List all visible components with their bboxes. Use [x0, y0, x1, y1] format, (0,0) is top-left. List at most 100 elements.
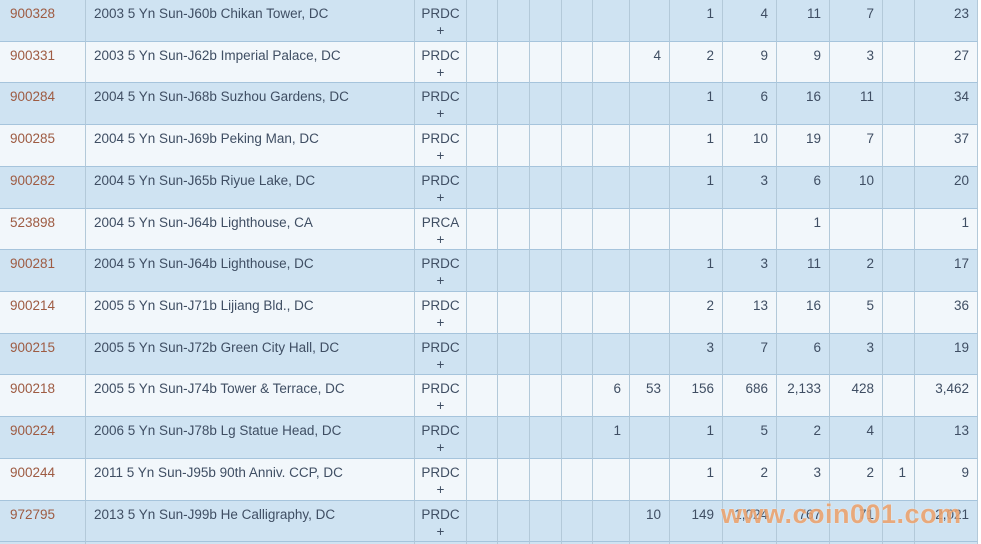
grade-count-cell	[562, 250, 593, 293]
grade-count-cell: 4	[723, 0, 777, 42]
grade-count-cell	[530, 333, 562, 376]
total-count-cell: 2,021	[915, 500, 978, 543]
designation-label: PRDC	[421, 6, 460, 21]
grade-count-cell: 9	[723, 41, 777, 84]
coin-number-cell[interactable]: 900284	[0, 83, 86, 126]
designation-plus-label: +	[436, 481, 445, 497]
coin-number-cell[interactable]: 900218	[0, 375, 86, 418]
coin-description-cell: 2005 5 Yn Sun-J74b Tower & Terrace, DC	[86, 375, 415, 418]
partial-row-cell	[630, 542, 670, 544]
grade-count-cell: 53	[630, 375, 670, 418]
grade-count-cell	[593, 166, 630, 209]
partial-row-cell	[777, 542, 830, 544]
partial-row-cell	[670, 542, 723, 544]
grade-count-cell	[562, 41, 593, 84]
grade-count-cell	[467, 500, 498, 543]
grade-count-cell: 7	[830, 0, 883, 42]
grade-count-cell	[562, 500, 593, 543]
grade-count-cell: 1	[670, 0, 723, 42]
coin-description-cell: 2011 5 Yn Sun-J95b 90th Anniv. CCP, DC	[86, 458, 415, 501]
grade-count-cell	[630, 0, 670, 42]
grade-count-cell: 767	[777, 500, 830, 543]
grade-count-cell: 6	[593, 375, 630, 418]
coin-number-cell[interactable]: 900285	[0, 125, 86, 167]
coin-number-cell[interactable]: 900214	[0, 292, 86, 334]
designation-label: PRDC	[421, 172, 460, 188]
grade-count-cell: 2,133	[777, 375, 830, 418]
total-count-cell: 13	[915, 417, 978, 459]
grade-count-cell: 10	[723, 125, 777, 167]
partial-row-cell	[830, 542, 883, 544]
coin-number-cell[interactable]: 900244	[0, 458, 86, 501]
coin-number-cell[interactable]: 900328	[0, 0, 86, 42]
grade-count-cell: 11	[830, 83, 883, 126]
grade-count-cell	[498, 292, 530, 334]
grade-count-cell	[498, 417, 530, 459]
grade-count-cell	[593, 125, 630, 167]
coin-description-cell: 2003 5 Yn Sun-J62b Imperial Palace, DC	[86, 41, 415, 84]
grade-count-cell: 1	[670, 250, 723, 293]
grade-count-cell	[562, 83, 593, 126]
grade-count-cell: 5	[723, 417, 777, 459]
grade-count-cell	[593, 250, 630, 293]
grade-count-cell	[498, 333, 530, 376]
grade-count-cell	[562, 166, 593, 209]
grade-count-cell: 3	[830, 41, 883, 84]
total-count-cell: 1	[915, 208, 978, 251]
coin-number-cell[interactable]: 523898	[0, 208, 86, 251]
grade-count-cell	[630, 166, 670, 209]
grade-count-cell	[883, 0, 915, 42]
grade-count-cell	[467, 166, 498, 209]
grade-count-cell	[530, 125, 562, 167]
grade-count-cell	[467, 250, 498, 293]
grade-count-cell	[593, 292, 630, 334]
grade-count-cell	[498, 166, 530, 209]
grade-count-cell	[593, 458, 630, 501]
grade-count-cell	[630, 125, 670, 167]
designation-label: PRDC	[421, 256, 460, 272]
grade-count-cell	[883, 417, 915, 459]
grade-count-cell	[467, 0, 498, 42]
coin-number-cell[interactable]: 900281	[0, 250, 86, 293]
grade-count-cell	[498, 250, 530, 293]
designation-cell: PRDC +	[415, 83, 467, 126]
grade-count-cell: 1	[670, 417, 723, 459]
partial-row-cell	[498, 542, 530, 544]
grade-count-cell: 2	[670, 292, 723, 334]
designation-cell: PRCA +	[415, 208, 467, 251]
coin-description-cell: 2013 5 Yn Sun-J99b He Calligraphy, DC	[86, 500, 415, 543]
grade-count-cell	[530, 500, 562, 543]
coin-number-cell[interactable]: 900282	[0, 166, 86, 209]
coin-description-cell: 2005 5 Yn Sun-J72b Green City Hall, DC	[86, 333, 415, 376]
coin-number-cell[interactable]: 972795	[0, 500, 86, 543]
grade-count-cell	[498, 41, 530, 84]
total-count-cell: 34	[915, 83, 978, 126]
partial-row-cell	[530, 542, 562, 544]
designation-plus-label: +	[436, 398, 445, 414]
designation-plus-label: +	[436, 315, 445, 331]
coin-description-cell: 2005 5 Yn Sun-J71b Lijiang Bld., DC	[86, 292, 415, 334]
grade-count-cell: 7	[723, 333, 777, 376]
coin-number-cell[interactable]: 900215	[0, 333, 86, 376]
designation-cell: PRDC +	[415, 333, 467, 376]
total-count-cell: 20	[915, 166, 978, 209]
total-count-cell: 37	[915, 125, 978, 167]
grade-count-cell	[562, 417, 593, 459]
coin-number-cell[interactable]: 900331	[0, 41, 86, 84]
grade-count-cell: 2	[830, 250, 883, 293]
designation-label: PRDC	[421, 464, 460, 480]
grade-count-cell: 2	[670, 41, 723, 84]
grade-count-cell: 6	[777, 333, 830, 376]
coin-description-cell: 2003 5 Yn Sun-J60b Chikan Tower, DC	[86, 0, 415, 42]
grade-count-cell	[530, 208, 562, 251]
designation-plus-label: +	[436, 231, 445, 247]
coin-description-cell: 2004 5 Yn Sun-J65b Riyue Lake, DC	[86, 166, 415, 209]
coin-number-cell[interactable]: 900224	[0, 417, 86, 459]
designation-plus-label: +	[436, 356, 445, 372]
designation-cell: PRDC +	[415, 41, 467, 84]
grade-count-cell	[498, 458, 530, 501]
grade-count-cell	[593, 83, 630, 126]
partial-row-cell	[415, 542, 467, 544]
